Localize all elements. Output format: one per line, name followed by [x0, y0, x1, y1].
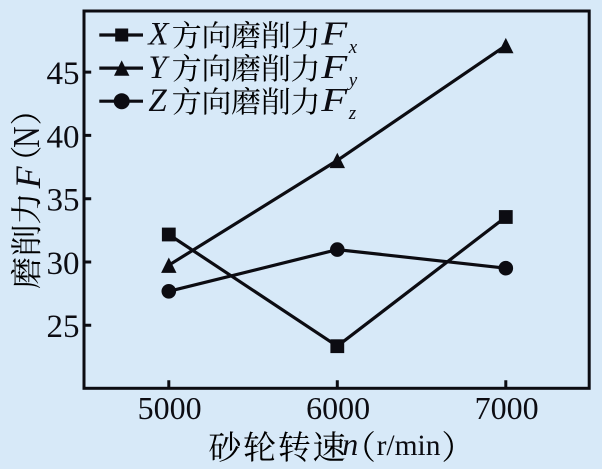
svg-text:x: x	[348, 37, 358, 58]
svg-text:35: 35	[47, 183, 80, 219]
svg-text:y: y	[347, 70, 358, 91]
svg-text:40: 40	[47, 119, 80, 155]
svg-text:F: F	[320, 82, 348, 119]
svg-text:r/min: r/min	[377, 430, 441, 462]
svg-text:5000: 5000	[138, 390, 202, 426]
svg-text:45: 45	[47, 56, 80, 92]
svg-text:7000: 7000	[475, 390, 539, 426]
svg-text:F: F	[8, 165, 48, 189]
svg-text:25: 25	[47, 309, 80, 345]
svg-text:X: X	[146, 17, 170, 53]
svg-text:Z: Z	[148, 83, 167, 119]
svg-text:F: F	[320, 16, 348, 53]
svg-text:30: 30	[47, 246, 80, 282]
svg-text:Y: Y	[148, 50, 170, 86]
svg-text:z: z	[348, 103, 357, 124]
svg-text:n: n	[342, 426, 358, 462]
svg-text:F: F	[320, 49, 348, 86]
svg-text:N: N	[7, 126, 48, 147]
svg-text:6000: 6000	[306, 390, 370, 426]
